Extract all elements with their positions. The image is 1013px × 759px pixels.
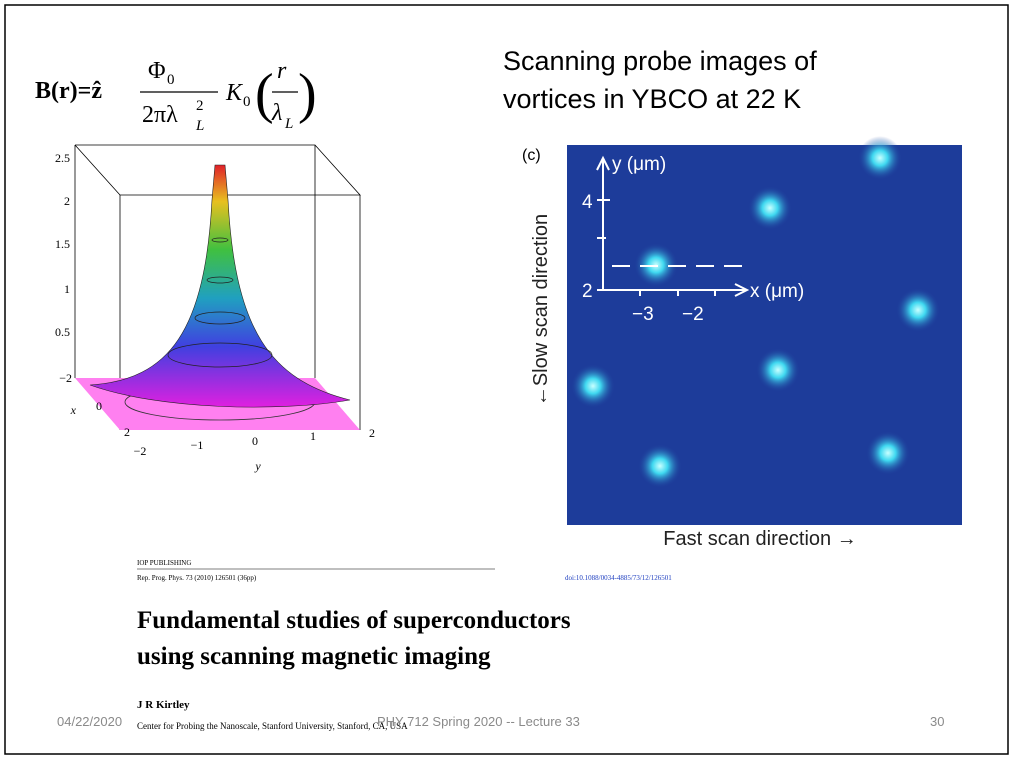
y-tick-label: −1	[191, 438, 204, 452]
x-axis-label: x (μm)	[750, 281, 804, 302]
journal: Rep. Prog. Phys. 73 (2010) 126501 (36pp)	[137, 574, 257, 582]
footer-page: 30	[930, 714, 944, 729]
y-tick-label: 4	[582, 192, 593, 213]
y-tick-label: −2	[134, 444, 147, 458]
footer-date: 04/22/2020	[57, 714, 122, 729]
y-axis-label: y (μm)	[612, 154, 666, 175]
paper-title: using scanning magnetic imaging	[137, 643, 491, 670]
eq-arg-den: λ	[271, 100, 282, 126]
z-tick-label: 1	[64, 282, 70, 296]
page: B(r)=ẑ Φ 0 2πλ 2 L K 0 ( r λ L ) Scannin…	[0, 0, 1013, 759]
x-tick-label: 0	[96, 399, 102, 413]
x-tick-label: −2	[682, 304, 704, 325]
x-tick-label: −2	[59, 371, 72, 385]
eq-bessel-sub: 0	[243, 94, 251, 110]
footer-course: PHY 712 Spring 2020 -- Lecture 33	[377, 714, 580, 729]
publisher: IOP PUBLISHING	[137, 559, 191, 567]
z-tick-label: 2.5	[55, 151, 70, 165]
eq-den-sup: 2	[196, 98, 204, 114]
heading-line: Scanning probe images of	[503, 46, 817, 76]
eq-den-sub: L	[195, 118, 204, 134]
eq-den: 2πλ	[142, 102, 178, 128]
doi: doi:10.1088/0034-4885/73/12/126501	[565, 574, 672, 582]
z-tick-label: 2	[64, 194, 70, 208]
y-axis-label: y	[254, 459, 261, 473]
eq-num: Φ	[148, 58, 166, 84]
y-tick-label: 2	[369, 426, 375, 440]
bottom-label: Fast scan direction →	[663, 528, 856, 550]
y-tick-label: 0	[252, 434, 258, 448]
eq-arg-num: r	[277, 58, 287, 84]
x-axis-label: x	[70, 403, 77, 417]
y-tick-label: 1	[310, 429, 316, 443]
z-tick-label: 0.5	[55, 325, 70, 339]
paper-title: Fundamental studies of superconductors	[137, 607, 571, 634]
scan-image: y (μm) 4 2 x (μm) −3 −2 (c) ←Slow scan d…	[522, 136, 962, 550]
eq-lhs: B(r)=ẑ	[35, 78, 102, 104]
z-tick-label: 1.5	[55, 237, 70, 251]
y-tick-label: 2	[582, 281, 593, 302]
x-tick-label: −3	[632, 304, 654, 325]
side-label: ←Slow scan direction	[530, 214, 552, 406]
paren-right: )	[298, 63, 317, 125]
affiliation: Center for Probing the Nanoscale, Stanfo…	[137, 721, 408, 731]
eq-bessel: K	[225, 80, 244, 106]
paren-left: (	[255, 63, 274, 125]
slide: B(r)=ẑ Φ 0 2πλ 2 L K 0 ( r λ L ) Scannin…	[0, 0, 1013, 759]
x-tick-label: 2	[124, 425, 130, 439]
heading-line: vortices in YBCO at 22 K	[503, 84, 801, 114]
eq-arg-den-sub: L	[284, 116, 293, 132]
author: J R Kirtley	[137, 699, 190, 711]
eq-num-sub: 0	[167, 72, 175, 88]
panel-label: (c)	[522, 147, 541, 164]
